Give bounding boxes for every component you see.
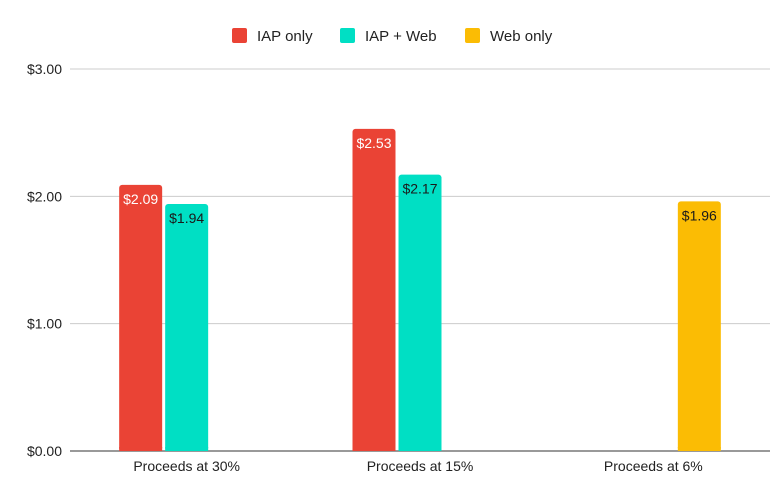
bar-2-2: [398, 174, 442, 452]
legend-label: Web only: [490, 28, 553, 45]
data-label: $2.09: [123, 191, 158, 207]
y-tick-label: $1.00: [27, 316, 62, 332]
bar-2-1: [165, 203, 209, 451]
bar-base: [119, 447, 163, 451]
bar-1-2: [352, 128, 396, 451]
bar-base: [677, 447, 721, 451]
bar-1-1: [119, 184, 163, 451]
data-label: $2.53: [356, 135, 391, 151]
bars: [119, 128, 721, 452]
data-label: $2.17: [402, 181, 437, 197]
x-category-label: Proceeds at 30%: [133, 458, 240, 474]
bar-data-labels: $2.09 $1.94 $2.53 $2.17 $1.96: [123, 135, 717, 226]
legend-label: IAP only: [257, 28, 313, 45]
data-label: $1.96: [682, 207, 717, 223]
y-tick-label: $2.00: [27, 188, 62, 204]
legend-label: IAP + Web: [365, 28, 437, 45]
bar-3-3: [677, 201, 721, 451]
y-tick-label: $0.00: [27, 443, 62, 459]
x-category-label: Proceeds at 15%: [367, 458, 474, 474]
data-label: $1.94: [169, 210, 204, 226]
y-tick-label: $3.00: [27, 61, 62, 77]
legend-swatch: [340, 28, 355, 43]
legend-swatch: [465, 28, 480, 43]
bar-base: [165, 447, 209, 451]
x-axis-categories: Proceeds at 30% Proceeds at 15% Proceeds a…: [133, 458, 702, 474]
bar-base: [352, 447, 396, 451]
legend-swatch: [232, 28, 247, 43]
x-category-label: Proceeds at 6%: [604, 458, 703, 474]
bar-base: [398, 447, 442, 451]
y-axis-ticks: $0.00 $1.00 $2.00 $3.00: [27, 61, 62, 459]
legend: IAP only IAP + Web Web only: [232, 28, 553, 45]
